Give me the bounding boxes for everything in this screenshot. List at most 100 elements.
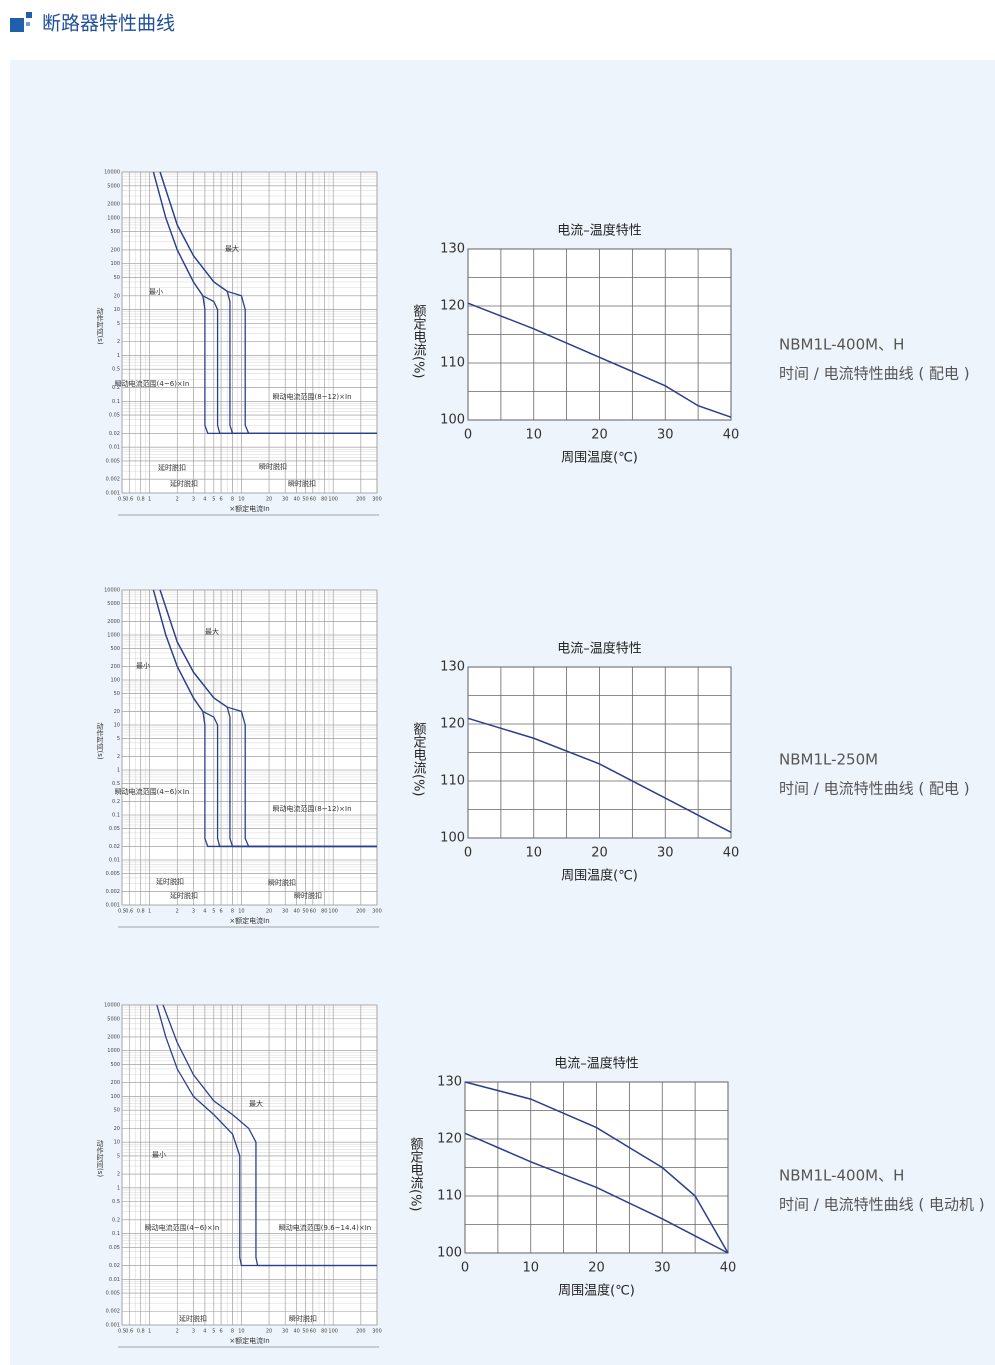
x-tick-label: 200 (356, 497, 366, 503)
chart-title: 电流–温度特性 (557, 641, 642, 657)
x-tick-label: 30 (657, 846, 674, 861)
x-tick-label: 50 (302, 909, 308, 915)
y-axis-label: 额定电流(%) (408, 1137, 424, 1212)
x-tick-label: 100 (328, 497, 338, 503)
y-tick-label: 10000 (104, 170, 120, 176)
y-tick-label: 0.5 (112, 1199, 120, 1205)
x-tick-label: 60 (310, 497, 316, 503)
x-tick-label: 300 (372, 1329, 382, 1335)
y-tick-label: 500 (110, 646, 120, 652)
x-tick-label: 5 (212, 497, 215, 503)
annotation: 最大 (205, 627, 219, 636)
y-tick-label: 1000 (107, 1048, 120, 1054)
x-tick-label: 0.6 (125, 909, 133, 915)
y-tick-label: 0.01 (109, 1277, 120, 1283)
y-tick-label: 200 (110, 664, 120, 670)
x-tick-label: 300 (372, 497, 382, 503)
y-tick-label: 2 (117, 754, 120, 760)
model-name: NBM1L-400M、H (779, 1167, 904, 1185)
y-tick-label: 50 (114, 275, 120, 281)
y-tick-label: 110 (437, 1189, 462, 1204)
chart-title: 电流–温度特性 (557, 223, 642, 239)
y-tick-label: 20 (114, 709, 120, 715)
curve-description: 时间 / 电流特性曲线 ( 电动机 ) (779, 1196, 985, 1214)
plot-area (121, 589, 378, 906)
y-tick-label: 0.005 (106, 458, 120, 464)
x-tick-label: 40 (293, 909, 299, 915)
title-icon (10, 12, 32, 32)
y-tick-label: 0.001 (106, 903, 120, 909)
curve (156, 1004, 377, 1267)
x-tick-label: 200 (356, 909, 366, 915)
line (464, 1132, 729, 1254)
y-axis-label: 额定电流(%) (411, 722, 427, 797)
annotation: 瞬时脱扣 (259, 462, 287, 471)
x-tick-label: 30 (282, 1329, 288, 1335)
y-tick-label: 100 (110, 1094, 120, 1100)
x-tick-label: 30 (654, 1261, 671, 1276)
y-tick-label: 100 (437, 1246, 462, 1261)
y-tick-label: 10 (114, 307, 120, 313)
y-axis-label: 额定电流(%) (411, 304, 427, 379)
annotation: 最大 (225, 244, 239, 253)
x-tick-label: 0.8 (137, 497, 145, 503)
x-tick-label: 0 (464, 846, 472, 861)
y-tick-label: 120 (440, 717, 465, 732)
annotation: 瞬时脱扣 (288, 479, 316, 488)
x-tick-label: 40 (293, 497, 299, 503)
y-tick-label: 200 (110, 1080, 120, 1086)
x-axis-label: 周围温度(℃) (561, 450, 638, 466)
y-tick-label: 200 (110, 247, 120, 253)
annotation: 最小 (152, 1150, 166, 1159)
y-tick-label: 0.02 (109, 1263, 120, 1269)
y-tick-label: 0.005 (106, 871, 120, 877)
y-tick-label: 2000 (107, 1034, 120, 1040)
y-tick-label: 0.1 (112, 1231, 120, 1237)
y-tick-label: 0.2 (112, 799, 120, 805)
x-tick-label: 1 (148, 1329, 151, 1335)
y-tick-label: 0.001 (106, 1323, 120, 1329)
y-tick-label: 2000 (107, 202, 120, 208)
y-tick-label: 20 (114, 293, 120, 299)
x-tick-label: 10 (525, 846, 542, 861)
y-tick-label: 0.5 (112, 781, 120, 787)
y-tick-label: 500 (110, 229, 120, 235)
x-tick-label: 60 (310, 1329, 316, 1335)
x-tick-label: 0.8 (137, 1329, 145, 1335)
annotation: 最小 (149, 287, 163, 296)
y-tick-label: 0.01 (109, 445, 120, 451)
annotation: 延时脱扣 (170, 479, 198, 488)
x-tick-label: 6 (219, 909, 222, 915)
x-tick-label: 8 (231, 909, 234, 915)
annotation: 最大 (249, 1099, 263, 1108)
curve-description: 时间 / 电流特性曲线 ( 配电 ) (779, 780, 970, 798)
x-tick-label: 0.5 (118, 909, 126, 915)
x-tick-label: 0.6 (125, 497, 133, 503)
y-tick-label: 5000 (107, 1016, 120, 1022)
y-tick-label: 0.02 (109, 431, 120, 437)
x-tick-label: 40 (293, 1329, 299, 1335)
x-tick-label: 8 (231, 1329, 234, 1335)
x-tick-label: 10 (238, 1329, 244, 1335)
x-tick-label: 4 (203, 909, 206, 915)
y-tick-label: 10 (114, 1140, 120, 1146)
x-axis-label: 周围温度(℃) (558, 1283, 635, 1299)
y-tick-label: 0.002 (106, 477, 120, 483)
x-tick-label: 100 (328, 1329, 338, 1335)
y-tick-label: 0.2 (112, 1217, 120, 1223)
annotation: 瞬动电流范围(9.6~14.4)×In (279, 1223, 371, 1232)
annotation: 最小 (136, 661, 150, 670)
curve-description: 时间 / 电流特性曲线 ( 配电 ) (779, 365, 970, 383)
x-axis-label: ×额定电流In (229, 916, 269, 925)
y-tick-label: 2 (117, 339, 120, 345)
annotation: 延时脱扣 (156, 877, 184, 886)
x-tick-label: 4 (203, 1329, 206, 1335)
y-tick-label: 130 (437, 1075, 462, 1090)
y-axis-label: 动作时间(s) (96, 722, 104, 760)
x-tick-label: 60 (310, 909, 316, 915)
x-tick-label: 0.5 (118, 497, 126, 503)
y-tick-label: 0.002 (106, 889, 120, 895)
x-tick-label: 30 (282, 497, 288, 503)
y-tick-label: 5000 (107, 601, 120, 607)
x-tick-label: 4 (203, 497, 206, 503)
